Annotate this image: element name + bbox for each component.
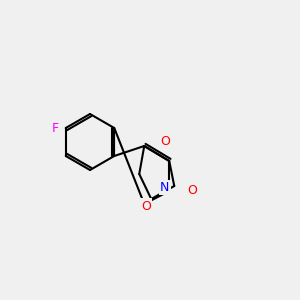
- Text: O: O: [187, 184, 197, 197]
- Text: F: F: [52, 122, 59, 134]
- Text: N: N: [160, 181, 170, 194]
- Text: O: O: [160, 135, 170, 148]
- Text: O: O: [141, 200, 151, 212]
